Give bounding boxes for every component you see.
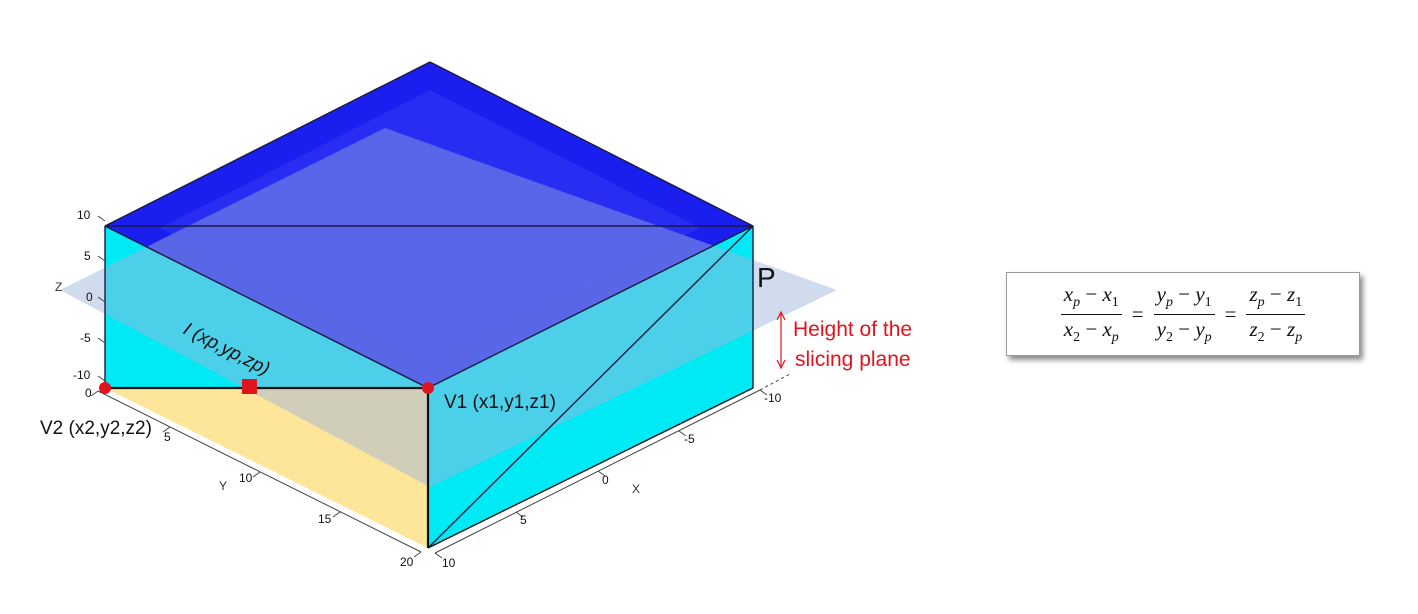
fraction-z: zp − z1 z2 − zp bbox=[1246, 282, 1306, 345]
point-i-marker bbox=[242, 379, 257, 394]
box-edges bbox=[104, 61, 754, 549]
slicing-plane bbox=[60, 128, 837, 487]
x-axis-line bbox=[434, 389, 761, 554]
x-axis-name: X bbox=[632, 482, 640, 496]
z-tick-label: 0 bbox=[86, 290, 93, 304]
y-tick-label: 15 bbox=[318, 512, 332, 526]
y-axis-name: Y bbox=[219, 479, 227, 493]
height-label-line1: Height of the bbox=[793, 318, 912, 341]
fraction-z-numerator: zp − z1 bbox=[1246, 282, 1306, 315]
fraction-y-numerator: yp − y1 bbox=[1153, 282, 1215, 315]
x-tick-label: 5 bbox=[520, 513, 527, 527]
slicing-plane-sheen bbox=[160, 90, 700, 360]
y-tick-label: 5 bbox=[164, 430, 171, 444]
y-tick-label: 20 bbox=[400, 555, 414, 569]
plane-label: P bbox=[757, 262, 776, 293]
fraction-x-numerator: xp − x1 bbox=[1060, 282, 1122, 315]
equals-sign: = bbox=[1224, 301, 1237, 326]
z-tick-label: 5 bbox=[84, 249, 91, 263]
box-bottom-face bbox=[105, 388, 428, 548]
height-arrow bbox=[776, 310, 786, 370]
point-v1-marker bbox=[422, 382, 434, 394]
fraction-y: yp − y1 y2 − yp bbox=[1153, 282, 1215, 345]
x-tick-label: 0 bbox=[602, 473, 609, 487]
z-tick-label: -5 bbox=[80, 331, 91, 345]
point-v2-marker bbox=[99, 382, 111, 394]
height-label-line2: slicing plane bbox=[795, 348, 911, 371]
point-v1-label: V1 (x1,y1,z1) bbox=[444, 392, 556, 413]
x-tick-label: -10 bbox=[764, 391, 782, 405]
y-axis-ticks bbox=[90, 390, 422, 558]
x-axis-ticks bbox=[434, 389, 768, 559]
z-tick-label: 10 bbox=[77, 208, 91, 222]
fraction-y-denominator: y2 − yp bbox=[1156, 316, 1212, 345]
y-axis-line bbox=[97, 390, 422, 553]
x-tick-label: -5 bbox=[684, 432, 695, 446]
edge-front-bottom bbox=[427, 387, 754, 549]
z-axis bbox=[97, 215, 106, 382]
formula-box: xp − x1 x2 − xp = yp − y1 y2 − yp = zp −… bbox=[1006, 272, 1360, 356]
fraction-x-denominator: x2 − xp bbox=[1063, 316, 1119, 345]
x-axis-extension bbox=[759, 373, 791, 391]
y-tick-label: 0 bbox=[85, 386, 92, 400]
y-tick-label: 10 bbox=[239, 471, 253, 485]
fraction-z-denominator: z2 − zp bbox=[1249, 316, 1303, 345]
x-tick-label: 10 bbox=[442, 556, 456, 570]
fraction-x: xp − x1 x2 − xp bbox=[1060, 282, 1122, 345]
point-v2-label: V2 (x2,y2,z2) bbox=[40, 418, 152, 439]
z-tick-label: -10 bbox=[73, 368, 91, 382]
z-axis-name: Z bbox=[55, 280, 62, 294]
equals-sign: = bbox=[1131, 301, 1144, 326]
